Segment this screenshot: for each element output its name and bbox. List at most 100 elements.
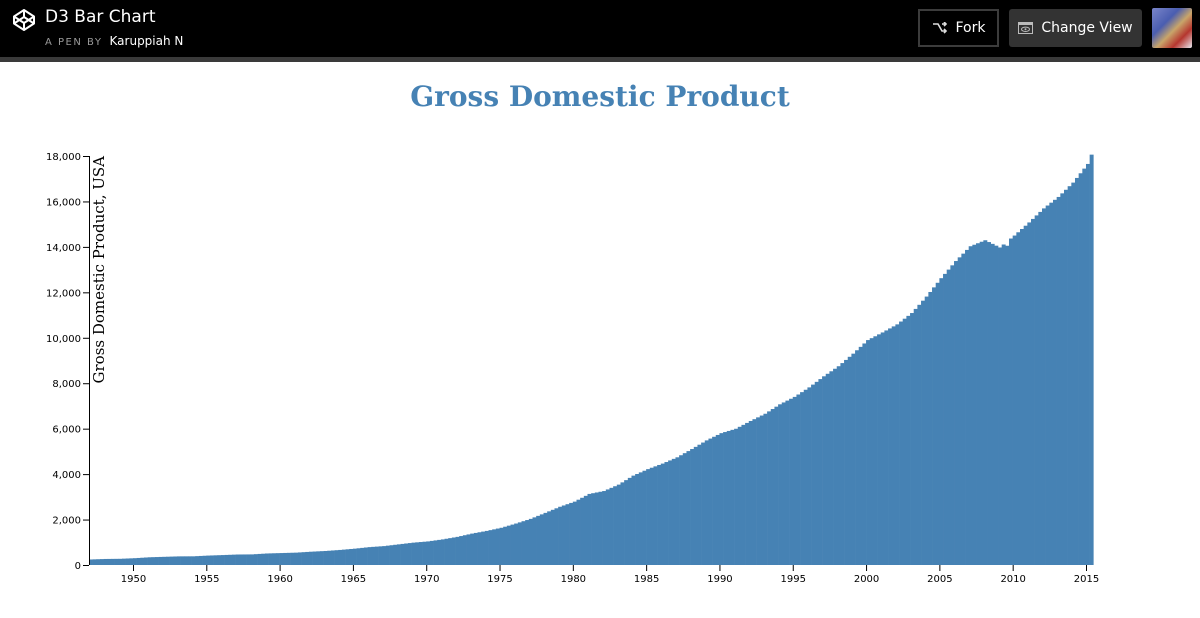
bar[interactable]	[976, 243, 980, 566]
bar[interactable]	[704, 440, 709, 565]
bar[interactable]	[954, 261, 958, 565]
bar[interactable]	[162, 556, 167, 565]
bar[interactable]	[877, 334, 882, 565]
bar[interactable]	[888, 328, 893, 565]
bar[interactable]	[778, 404, 783, 565]
bar[interactable]	[627, 477, 632, 565]
bar[interactable]	[393, 544, 398, 565]
bar[interactable]	[701, 442, 706, 565]
bar[interactable]	[1085, 163, 1090, 565]
bar[interactable]	[466, 534, 471, 565]
bar[interactable]	[1012, 235, 1017, 566]
bar[interactable]	[118, 558, 123, 565]
bar[interactable]	[737, 426, 742, 565]
bar[interactable]	[455, 536, 460, 565]
bar[interactable]	[1049, 202, 1054, 566]
bar[interactable]	[554, 508, 559, 565]
bar[interactable]	[444, 538, 449, 565]
bar[interactable]	[213, 555, 218, 565]
bar[interactable]	[312, 551, 317, 565]
bar[interactable]	[140, 557, 145, 565]
bar[interactable]	[103, 558, 108, 565]
bar[interactable]	[855, 350, 860, 565]
bar[interactable]	[847, 356, 852, 565]
bar[interactable]	[624, 480, 629, 565]
bar[interactable]	[1027, 222, 1032, 565]
bar[interactable]	[712, 436, 717, 565]
bar[interactable]	[503, 526, 508, 565]
bar[interactable]	[829, 371, 834, 565]
bar[interactable]	[532, 517, 537, 565]
bar[interactable]	[1031, 218, 1035, 565]
bar[interactable]	[1023, 225, 1028, 565]
bar[interactable]	[913, 308, 918, 565]
bar[interactable]	[1082, 168, 1087, 565]
bar[interactable]	[994, 245, 999, 566]
bar[interactable]	[792, 396, 797, 565]
bar[interactable]	[671, 458, 676, 565]
bar[interactable]	[228, 554, 233, 565]
bar[interactable]	[132, 558, 137, 565]
bar[interactable]	[693, 446, 698, 565]
bar[interactable]	[272, 553, 277, 565]
bar[interactable]	[147, 557, 152, 565]
bar[interactable]	[833, 368, 838, 565]
bar[interactable]	[525, 520, 530, 565]
bar[interactable]	[785, 400, 790, 565]
bar[interactable]	[539, 514, 544, 565]
bar[interactable]	[697, 444, 702, 565]
bar[interactable]	[609, 487, 614, 565]
bar[interactable]	[462, 535, 467, 565]
bar[interactable]	[418, 542, 423, 565]
bar[interactable]	[319, 551, 324, 565]
bar[interactable]	[198, 555, 203, 565]
bar[interactable]	[1016, 232, 1021, 565]
bar[interactable]	[869, 338, 874, 565]
bar[interactable]	[217, 555, 222, 565]
bar[interactable]	[763, 413, 768, 565]
bar[interactable]	[209, 555, 214, 565]
bar[interactable]	[921, 300, 926, 565]
bar[interactable]	[1053, 199, 1057, 565]
bar[interactable]	[686, 451, 691, 565]
bar[interactable]	[979, 241, 984, 565]
bar[interactable]	[363, 547, 368, 566]
bar[interactable]	[789, 398, 794, 565]
bar[interactable]	[345, 549, 350, 565]
bar[interactable]	[664, 462, 669, 565]
bar[interactable]	[1067, 186, 1072, 565]
bar[interactable]	[917, 304, 922, 565]
bar[interactable]	[858, 346, 863, 565]
bar[interactable]	[895, 324, 900, 565]
fork-button[interactable]: Fork	[918, 9, 999, 47]
bar[interactable]	[642, 470, 647, 565]
bar[interactable]	[818, 379, 823, 565]
bar[interactable]	[440, 539, 445, 565]
bar[interactable]	[811, 384, 816, 565]
bar[interactable]	[451, 537, 456, 566]
bar[interactable]	[338, 549, 343, 565]
bar[interactable]	[349, 548, 354, 565]
bar[interactable]	[488, 530, 493, 565]
bar[interactable]	[961, 253, 966, 565]
bar[interactable]	[646, 469, 651, 565]
bar[interactable]	[422, 541, 427, 565]
bar[interactable]	[946, 269, 951, 565]
bar[interactable]	[657, 464, 662, 565]
bar[interactable]	[844, 359, 849, 565]
bar[interactable]	[957, 257, 962, 565]
bar[interactable]	[239, 554, 244, 565]
bar[interactable]	[814, 381, 819, 565]
bar[interactable]	[873, 336, 878, 565]
bar[interactable]	[708, 438, 713, 565]
bar[interactable]	[723, 432, 728, 565]
bar[interactable]	[173, 556, 178, 565]
bar[interactable]	[510, 524, 515, 565]
bar[interactable]	[939, 278, 944, 565]
bar[interactable]	[473, 532, 478, 565]
bar[interactable]	[719, 433, 724, 565]
bar[interactable]	[807, 387, 812, 565]
bar[interactable]	[528, 518, 533, 565]
bar[interactable]	[734, 428, 739, 565]
bar[interactable]	[481, 531, 486, 565]
